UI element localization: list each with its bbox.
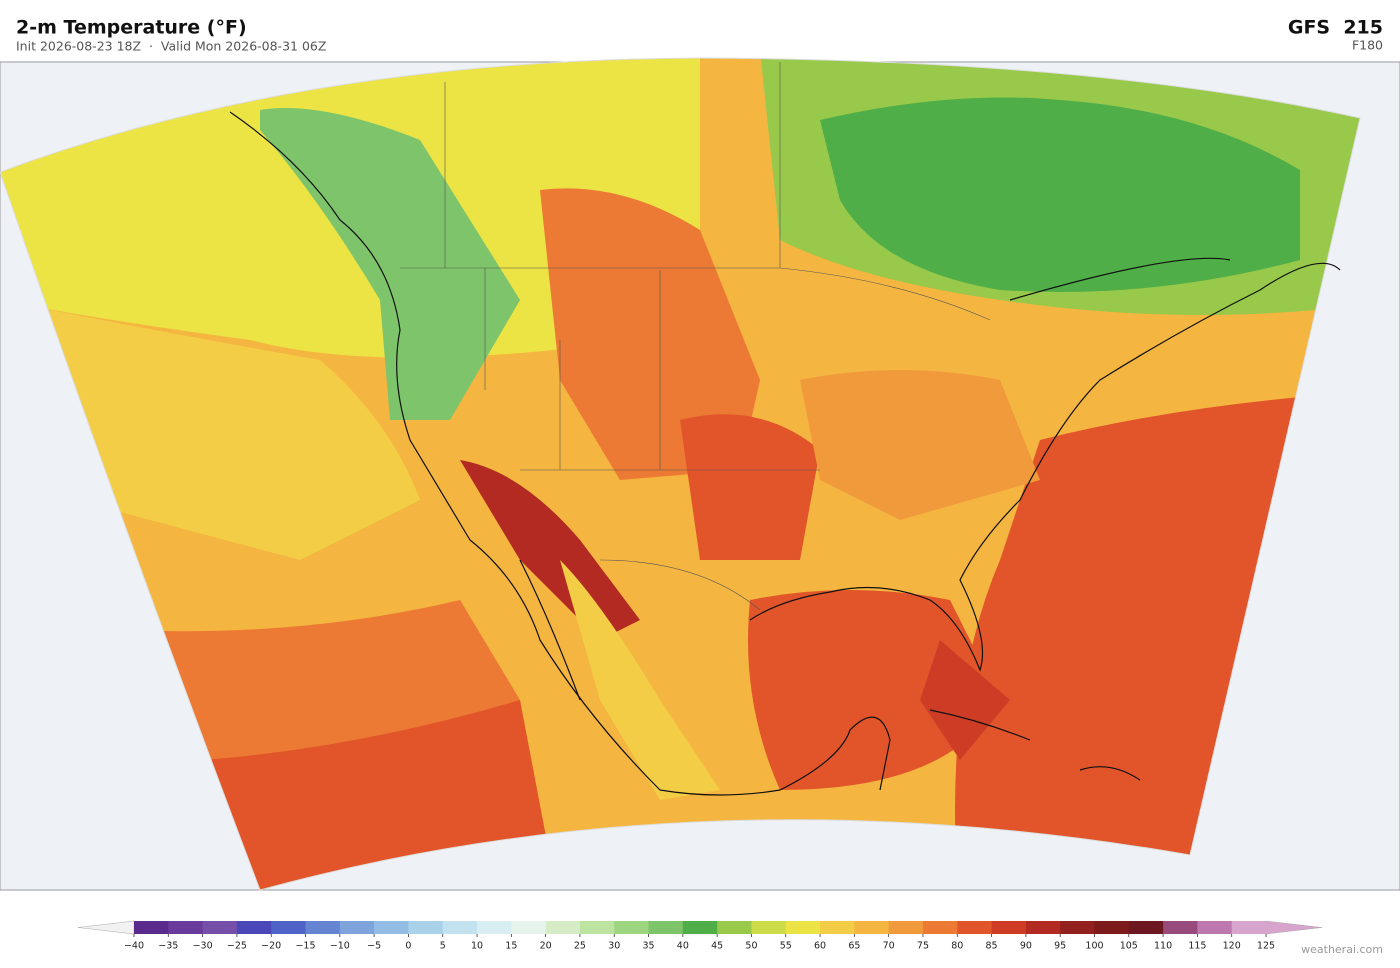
colorbar-tick-label: 30 [608,941,620,952]
colorbar-tick-label: 45 [711,941,723,952]
colorbar-swatch [751,921,787,934]
colorbar-swatch [1197,921,1233,934]
colorbar-swatch [339,921,375,934]
colorbar-tick-label: 105 [1120,941,1138,952]
colorbar-swatch [888,921,924,934]
colorbar-tick-label: 80 [951,941,963,952]
colorbar-tick-label: 75 [917,941,929,952]
colorbar-tick-label: 65 [848,941,860,952]
colorbar-swatch [957,921,992,934]
colorbar-swatch [682,921,718,934]
colorbar-swatch [579,921,615,934]
colorbar-tick-label: −15 [295,941,315,952]
colorbar-tick-label: 40 [677,941,689,952]
colorbar-under [77,920,135,935]
subtitle: Init 2026-08-23 18Z · Valid Mon 2026-08-… [16,39,326,54]
colorbar-tick-label: 85 [986,941,998,952]
colorbar-swatch [717,921,752,934]
borders [400,62,991,611]
colorbar-swatch [511,921,547,934]
colorbar-swatch [991,921,1027,934]
colorbar-swatch [477,921,512,934]
colorbar-swatch [374,921,409,934]
colorbar-tick-label: 70 [883,941,895,952]
colorbar-tick-label: 25 [574,941,586,952]
colorbar-swatch [1025,921,1061,934]
colorbar-tick-label: 15 [505,941,517,952]
colorbar-swatch [408,921,444,934]
colorbar-swatch [305,921,341,934]
colorbar-swatch [545,921,581,934]
colorbar-tick-label: 10 [471,941,483,952]
colorbar-tick-label: 35 [642,941,654,952]
map [0,57,1400,891]
colorbar-tick-label: 50 [745,941,757,952]
forecast-hour: F180 [1352,38,1383,53]
colorbar-over [1265,920,1323,935]
colorbar-tick-label: 60 [814,941,826,952]
watermark: weatherai.com [1301,943,1383,956]
colorbar-swatch [202,921,238,934]
colorbar-tick-label: −20 [261,941,281,952]
colorbar-tick-label: −10 [330,941,350,952]
colorbar-swatch [648,921,684,934]
colorbar-tick-label: 125 [1257,941,1275,952]
colorbar-tick-label: 95 [1054,941,1066,952]
colorbar-swatch [442,921,478,934]
colorbar-tick-label: −25 [227,941,247,952]
colorbar: −40 −35 −30 −25 −20 −15 −10 −5 0 5 10 15 20 25 30 35 40 4… [77,920,1323,952]
colorbar-tick-label: 5 [440,941,446,952]
title: 2-m Temperature (°F) [16,17,247,39]
colorbar-swatch [785,921,821,934]
colorbar-swatch [236,921,272,934]
colorbar-tick-label: 115 [1188,941,1206,952]
colorbar-tick-label: −5 [367,941,381,952]
colorbar-swatch [820,921,855,934]
colorbar-swatch [134,921,169,934]
colorbar-tick-label: −40 [124,941,144,952]
colorbar-tick-label: 20 [540,941,552,952]
colorbar-tick-label: 110 [1154,941,1172,952]
model: GFS 215 [1288,17,1383,39]
colorbar-tick-label: 100 [1085,941,1103,952]
colorbar-swatch [1163,921,1198,934]
colorbar-swatch [614,921,649,934]
colorbar-tick-label: 120 [1223,941,1241,952]
colorbar-swatch [1128,921,1164,934]
coastlines [229,111,1341,796]
colorbar-swatch [1060,921,1095,934]
colorbar-tick-label: 90 [1020,941,1032,952]
colorbar-swatch [1231,921,1267,934]
colorbar-swatch [1094,921,1130,934]
colorbar-tick-label: −30 [193,941,213,952]
colorbar-swatch [271,921,306,934]
colorbar-swatch [922,921,958,934]
colorbar-tick-label: 55 [780,941,792,952]
colorbar-swatch [854,921,890,934]
colorbar-tick-label: −35 [158,941,178,952]
colorbar-tick-label: 0 [405,941,411,952]
colorbar-swatch [168,921,204,934]
